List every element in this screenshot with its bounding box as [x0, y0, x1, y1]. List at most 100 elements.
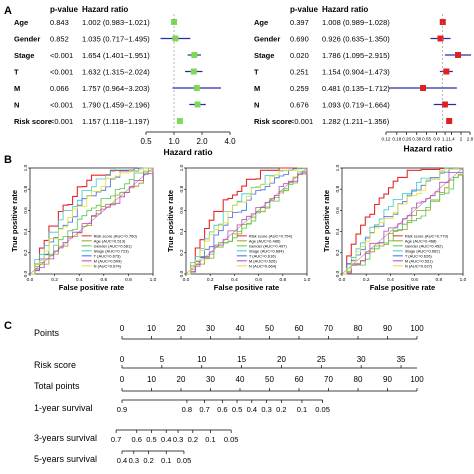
forest-row-pvalue: <0.001 — [50, 68, 73, 77]
nomogram-tick-label: 0.3 — [129, 456, 139, 465]
roc-y-tick-label: 0.6 — [179, 207, 185, 214]
nomogram-tick-label: 10 — [147, 375, 156, 384]
forest-x-tick-label: 2 — [460, 137, 463, 142]
forest-row-pvalue: 0.397 — [290, 18, 309, 27]
roc-curve — [186, 168, 308, 275]
roc-y-axis-title: True positive rate — [322, 190, 331, 252]
nomogram-tick-label: 0.5 — [146, 435, 156, 444]
forest-row-pvalue: 0.066 — [50, 84, 69, 93]
roc-y-axis-title: True positive rate — [166, 190, 175, 252]
forest-row-label: Risk score — [254, 117, 292, 126]
nomogram-tick-label: 90 — [383, 375, 392, 384]
forest-row-label: M — [14, 84, 20, 93]
roc-legend-label: M (AUC=0.509) — [94, 258, 123, 263]
roc-legend-label: T (AUC=0.616) — [249, 253, 277, 258]
forest-x-tick-label: 0.12 — [382, 137, 391, 142]
nomogram-tick-label: 50 — [265, 324, 274, 333]
nomogram-row-label: 1-year survival — [34, 403, 93, 413]
forest-hr-marker — [455, 52, 462, 58]
nomogram-tick-label: 0.6 — [217, 405, 227, 414]
forest-hr-marker — [420, 85, 427, 91]
forest-row-label: N — [254, 101, 259, 110]
roc-x-tick-label: 0.8 — [435, 277, 442, 283]
nomogram-tick-label: 60 — [295, 375, 304, 384]
forest-x-tick-label: 1.1 — [442, 137, 449, 142]
nomogram-tick-label: 0.3 — [261, 405, 271, 414]
forest-row-hr-text: 1.757 (0.964−3.203) — [82, 84, 150, 93]
nomogram-tick-label: 0 — [120, 375, 125, 384]
nomogram-tick-label: 30 — [357, 355, 366, 364]
forest-row-pvalue: <0.001 — [50, 101, 73, 110]
forest-row-hr-text: 1.632 (1.315−2.024) — [82, 68, 150, 77]
forest-row-hr-text: 1.035 (0.717−1.495) — [82, 35, 150, 44]
nomogram-tick-label: 20 — [277, 355, 286, 364]
roc-legend-label: M (AUC=0.526) — [249, 258, 278, 263]
forest-row-pvalue: 0.251 — [290, 68, 309, 77]
roc-x-tick-label: 0.8 — [125, 277, 132, 283]
forest-row-label: Age — [254, 18, 268, 27]
roc-legend-label: N (AUC=0.664) — [249, 263, 277, 268]
forest-row-pvalue: 0.852 — [50, 35, 69, 44]
roc-x-tick-label: 0.0 — [339, 277, 346, 283]
roc-legend-label: Risk score (AUC=0.779) — [405, 233, 449, 238]
forest-row-label: Gender — [254, 35, 280, 44]
roc-legend-label: N (AUC=0.627) — [405, 263, 433, 268]
forest-x-tick-label: 1.4 — [448, 137, 455, 142]
forest-x-tick-label: 0.26 — [402, 137, 411, 142]
nomogram-tick-label: 0.2 — [143, 456, 153, 465]
forest-row-hr-text: 0.926 (0.635−1.350) — [322, 35, 390, 44]
forest-x-tick-label: 0.5 — [140, 137, 152, 146]
nomogram-tick-label: 40 — [236, 375, 245, 384]
roc-legend-label: Stage (AUC=0.684) — [249, 248, 285, 253]
forest-row-hr-text: 1.002 (0.983−1.021) — [82, 18, 150, 27]
forest-x-axis-title: Hazard ratio — [403, 144, 452, 154]
roc-plot-1: 0.00.0 0.2 0.2 0.4 0.4 0.6 0.6 0.8 0.8 1.0 1.0 Fals… — [10, 164, 157, 292]
nomogram-tick-label: 0.1 — [297, 405, 307, 414]
forest-row-label: M — [254, 84, 260, 93]
nomogram-row-label: 5-years survival — [34, 454, 97, 464]
roc-y-tick-label: 0.8 — [179, 186, 185, 193]
forest-row-label: Age — [14, 18, 28, 27]
roc-curve — [342, 167, 463, 275]
forest-row-hr-text: 1.157 (1.118−1.197) — [82, 117, 150, 126]
nomogram-row-label: Points — [34, 328, 60, 338]
forest-x-axis-title: Hazard ratio — [163, 147, 212, 157]
forest-x-tick-label: 0.55 — [422, 137, 431, 142]
forest-row-hr-text: 1.008 (0.989−1.028) — [322, 18, 390, 27]
roc-curve — [30, 168, 154, 275]
nomogram-tick-label: 30 — [206, 375, 215, 384]
roc-legend-label: T (AUC=0.673) — [94, 253, 122, 258]
forest-row-hr-text: 1.790 (1.459−2.196) — [82, 101, 150, 110]
roc-y-tick-label: 0.6 — [335, 207, 341, 214]
roc-y-tick-label: 0.8 — [335, 186, 341, 193]
roc-y-tick-label: 0.8 — [23, 186, 29, 193]
roc-legend-label: T (AUC=0.626) — [405, 253, 433, 258]
forest-row-label: N — [14, 101, 19, 110]
forest-hr-marker — [176, 118, 183, 124]
forest-hr-marker — [191, 52, 198, 58]
forest-x-tick-label: 2.0 — [196, 137, 208, 146]
roc-y-tick-label: 1.0 — [23, 164, 29, 171]
nomogram-tick-label: 10 — [147, 324, 156, 333]
roc-legend-label: Stage (AUC=0.662) — [405, 248, 441, 253]
forest-header-pvalue: p-value — [290, 5, 319, 14]
nomogram-tick-label: 0.7 — [199, 405, 209, 414]
nomogram-tick-label: 70 — [324, 375, 333, 384]
forest-row-hr-text: 1.093 (0.719−1.664) — [322, 101, 390, 110]
roc-y-tick-label: 1.0 — [179, 164, 185, 171]
nomogram-tick-label: 80 — [354, 375, 363, 384]
forest-row-label: Stage — [14, 51, 34, 60]
roc-x-axis-title: False positive rate — [59, 283, 124, 292]
roc-x-tick-label: 0.4 — [76, 277, 83, 283]
nomogram-tick-label: 15 — [237, 355, 246, 364]
nomogram-tick-label: 0.2 — [188, 435, 198, 444]
roc-curve — [342, 168, 464, 275]
nomogram-row-label: Risk score — [34, 360, 76, 370]
forest-row-label: T — [14, 68, 19, 77]
nomogram-tick-label: 0.2 — [276, 405, 286, 414]
nomogram-tick-label: 0 — [120, 324, 125, 333]
forest-row-pvalue: <0.001 — [50, 51, 73, 60]
nomogram-tick-label: 0.9 — [117, 405, 127, 414]
roc-y-tick-label: 0.4 — [335, 228, 341, 235]
